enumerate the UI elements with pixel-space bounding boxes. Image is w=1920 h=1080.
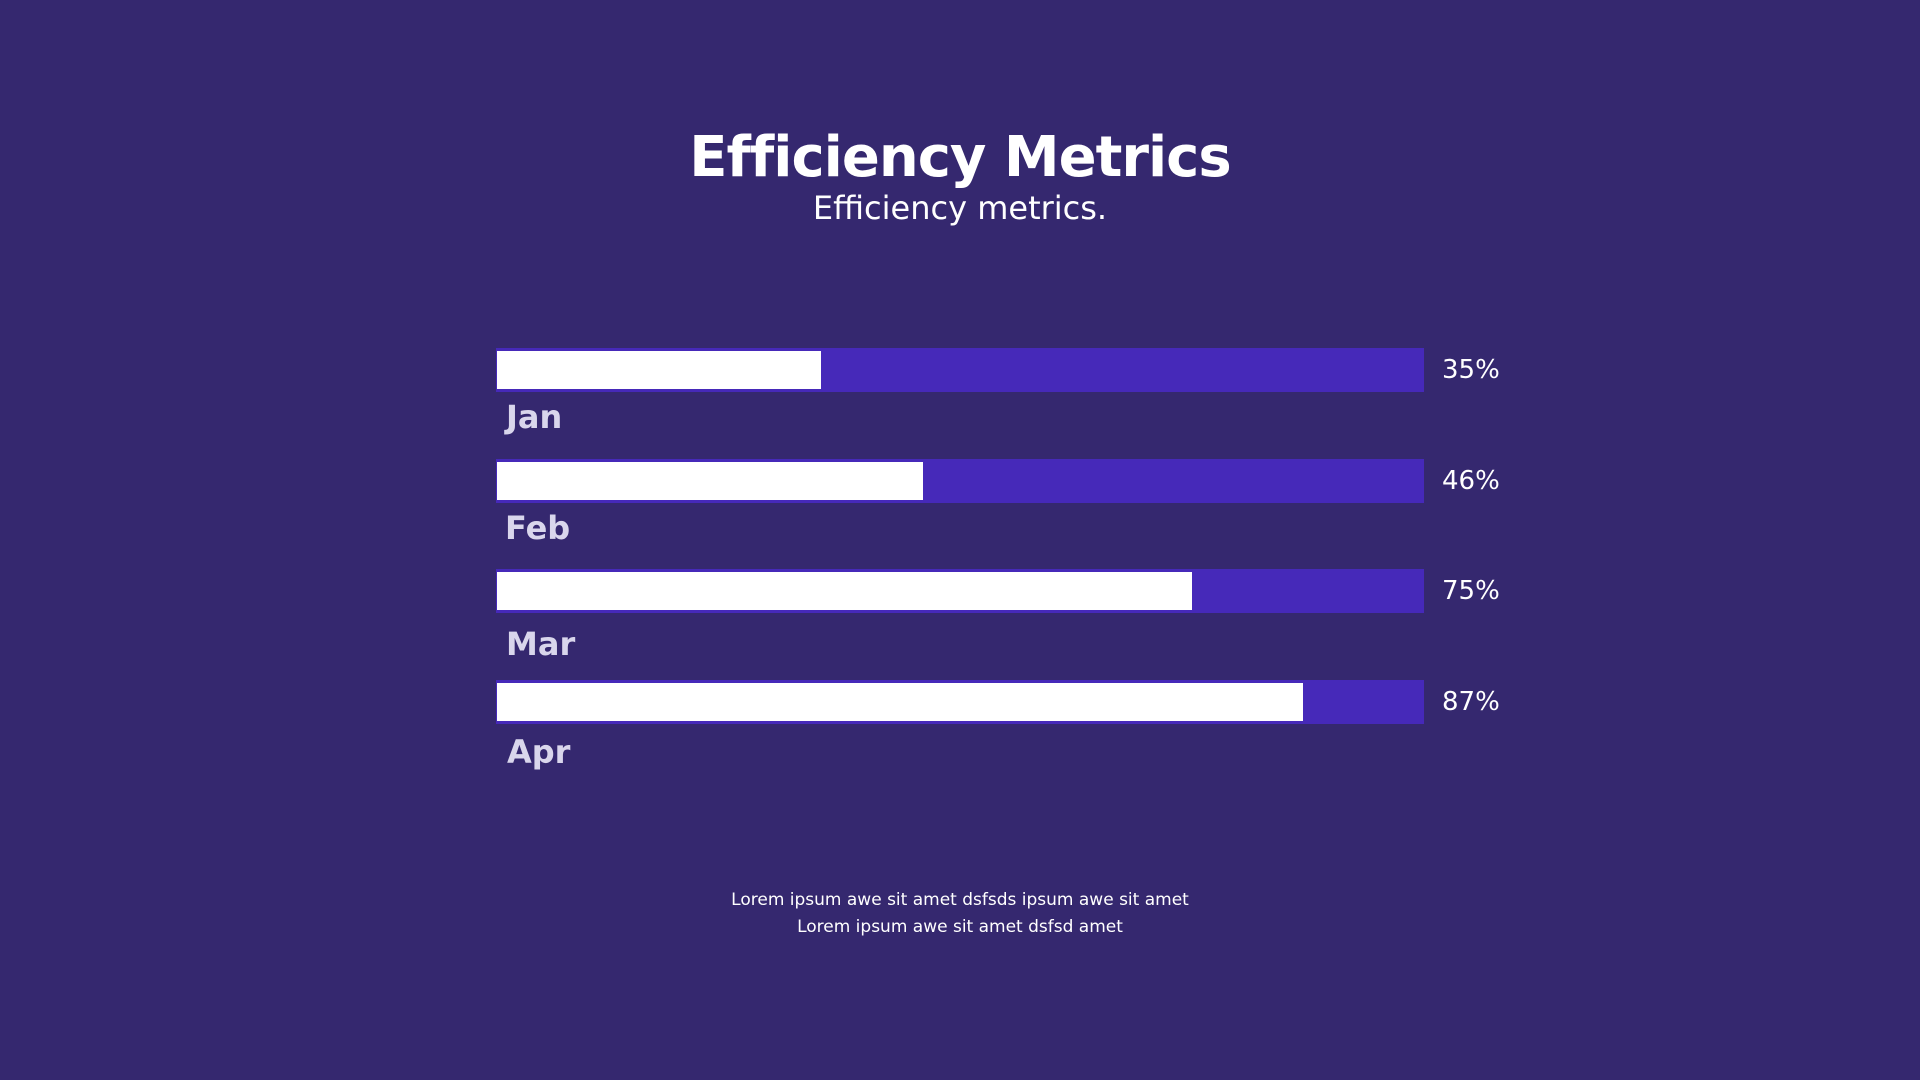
value-label-feb: 46% <box>1442 459 1500 503</box>
bar-fill-jan <box>497 351 821 389</box>
bar-fill-feb <box>497 462 923 500</box>
value-label-jan: 35% <box>1442 348 1500 392</box>
category-label-mar: Mar <box>506 625 575 663</box>
bar-row-feb: 46% Feb <box>496 459 1496 579</box>
value-label-mar: 75% <box>1442 569 1500 613</box>
bar-track-mar <box>496 569 1424 613</box>
category-label-feb: Feb <box>505 509 570 547</box>
category-label-apr: Apr <box>507 733 570 771</box>
category-label-jan: Jan <box>506 398 562 436</box>
footnote: Lorem ipsum awe sit amet dsfsds ipsum aw… <box>0 887 1920 941</box>
bar-row-jan: 35% Jan <box>496 348 1496 468</box>
footnote-line-1: Lorem ipsum awe sit amet dsfsds ipsum aw… <box>0 887 1920 914</box>
bar-track-jan <box>496 348 1424 392</box>
bar-fill-mar <box>497 572 1192 610</box>
bar-track-feb <box>496 459 1424 503</box>
bar-track-apr <box>496 680 1424 724</box>
bar-row-apr: 87% Apr <box>496 680 1496 800</box>
bar-row-mar: 75% Mar <box>496 569 1496 689</box>
value-label-apr: 87% <box>1442 680 1500 724</box>
footnote-line-2: Lorem ipsum awe sit amet dsfsd amet <box>0 914 1920 941</box>
bar-fill-apr <box>497 683 1303 721</box>
chart-subtitle: Efficiency metrics. <box>0 186 1920 230</box>
